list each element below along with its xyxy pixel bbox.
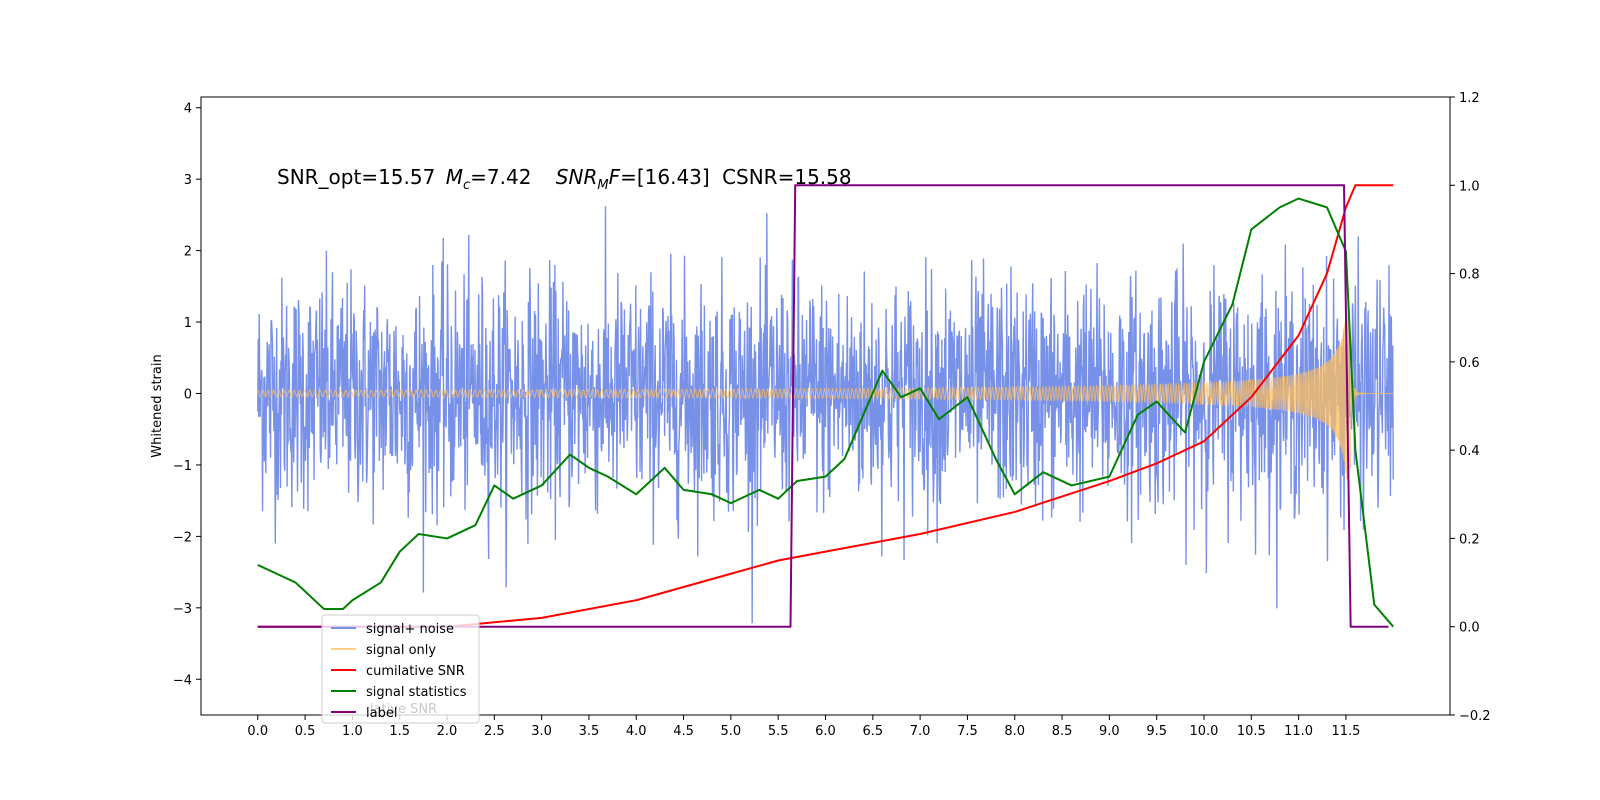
y-right-tick-label: 0.4 <box>1459 444 1480 459</box>
series-signal-only <box>257 307 1394 480</box>
y-axis-title: Whitened strain <box>150 354 165 457</box>
x-tick-label: 0.0 <box>247 724 268 739</box>
x-tick-label: 6.0 <box>815 724 836 739</box>
legend-box <box>321 614 480 724</box>
legend-signal-noise: signal+ noise <box>331 622 454 637</box>
y-right-tick-label: 0.2 <box>1459 532 1480 547</box>
annotation-snrmf-value: =[16.43] <box>620 165 710 189</box>
series-cumulative-snr <box>257 184 1394 628</box>
y-left-tick-label: −4 <box>173 673 192 688</box>
y-right-tick-label: 1.0 <box>1459 179 1480 194</box>
legend-label-text: cumilative SNR <box>366 664 465 679</box>
x-tick-label: 11.5 <box>1331 724 1360 739</box>
y-left-tick-label: 3 <box>184 173 192 188</box>
y-right-tick-label: 0.6 <box>1459 356 1480 371</box>
y-left-tick-label: 0 <box>184 387 192 402</box>
x-tick-label: 9.0 <box>1099 724 1120 739</box>
series-label <box>257 184 1389 628</box>
y-right-tick-label: −0.2 <box>1459 709 1491 724</box>
x-tick-label: 10.5 <box>1237 724 1266 739</box>
x-tick-label: 3.0 <box>531 724 552 739</box>
annotation-mc-value: =7.42 <box>470 165 531 189</box>
x-tick-label: 2.5 <box>484 724 505 739</box>
legend-signal-only: signal only <box>331 643 436 658</box>
series-layer <box>257 184 1394 628</box>
legend-label-text: signal only <box>366 643 436 658</box>
x-tick-label: 1.0 <box>342 724 363 739</box>
x-tick-label: 7.5 <box>957 724 978 739</box>
y-axis-left: 4 3 2 1 0 −1 −2 −3 −4 <box>173 102 201 688</box>
x-tick-label: 1.5 <box>389 724 410 739</box>
legend-label: label <box>331 706 397 721</box>
annotation-csnr: CSNR=15.58 <box>722 165 852 189</box>
legend-label-text: signal+ noise <box>366 622 454 637</box>
series-signal-noise <box>257 206 1394 624</box>
y-left-tick-label: −2 <box>173 530 192 545</box>
y-right-tick-label: 0.8 <box>1459 268 1480 283</box>
annotation-snrmf-sub: M <box>597 178 608 193</box>
x-tick-label: 8.5 <box>1052 724 1073 739</box>
annotation-mc-sub: c <box>463 178 470 193</box>
y-axis-right: 1.2 1.0 0.8 0.6 0.4 0.2 0.0 −0.2 <box>1450 91 1491 724</box>
annotation-mc-symbol: M <box>446 165 463 189</box>
legend-label-text: label <box>366 706 397 721</box>
y-left-tick-label: −3 <box>173 602 192 617</box>
x-tick-label: 3.5 <box>579 724 600 739</box>
x-tick-label: 8.0 <box>1004 724 1025 739</box>
legend-ghost-text: lative SNR <box>370 702 437 717</box>
y-left-tick-label: 1 <box>184 316 192 331</box>
x-tick-label: 0.5 <box>295 724 316 739</box>
y-left-tick-label: 4 <box>184 102 192 117</box>
x-tick-label: 2.0 <box>437 724 458 739</box>
annotation-snrmf-f: F <box>609 165 621 189</box>
y-right-tick-label: 0.0 <box>1459 621 1480 636</box>
x-tick-label: 11.0 <box>1284 724 1313 739</box>
x-axis: 0.0 0.5 1.0 1.5 2.0 2.5 3.0 3.5 4.0 4.5 5.0 5.5 6.0 6… <box>247 715 1360 739</box>
legend-cumulative-snr: cumilative SNR <box>331 664 465 679</box>
legend-signal-statistics: signal statistics <box>331 685 467 700</box>
x-tick-label: 5.5 <box>768 724 789 739</box>
y-left-tick-label: −1 <box>173 459 192 474</box>
x-tick-label: 4.0 <box>626 724 647 739</box>
x-tick-label: 9.5 <box>1146 724 1167 739</box>
y-left-tick-label: 2 <box>184 245 192 260</box>
annotation-snr-opt: SNR_opt=15.57 <box>277 165 435 189</box>
legend-label-text: signal statistics <box>366 685 467 700</box>
x-tick-label: 7.0 <box>910 724 931 739</box>
y-right-tick-label: 1.2 <box>1459 91 1480 106</box>
x-tick-label: 4.5 <box>673 724 694 739</box>
series-signal-statistics <box>257 197 1394 628</box>
x-tick-label: 5.0 <box>721 724 742 739</box>
legend: lative SNR signal+ noise signal only cumil… <box>321 614 480 724</box>
x-tick-label: 10.0 <box>1190 724 1219 739</box>
annotation: SNR_opt=15.57 Mc=7.42 SNRMF=[16.43] CSNR… <box>277 165 852 193</box>
annotation-snrmf-symbol: SNR <box>556 165 598 189</box>
x-tick-label: 6.5 <box>862 724 883 739</box>
